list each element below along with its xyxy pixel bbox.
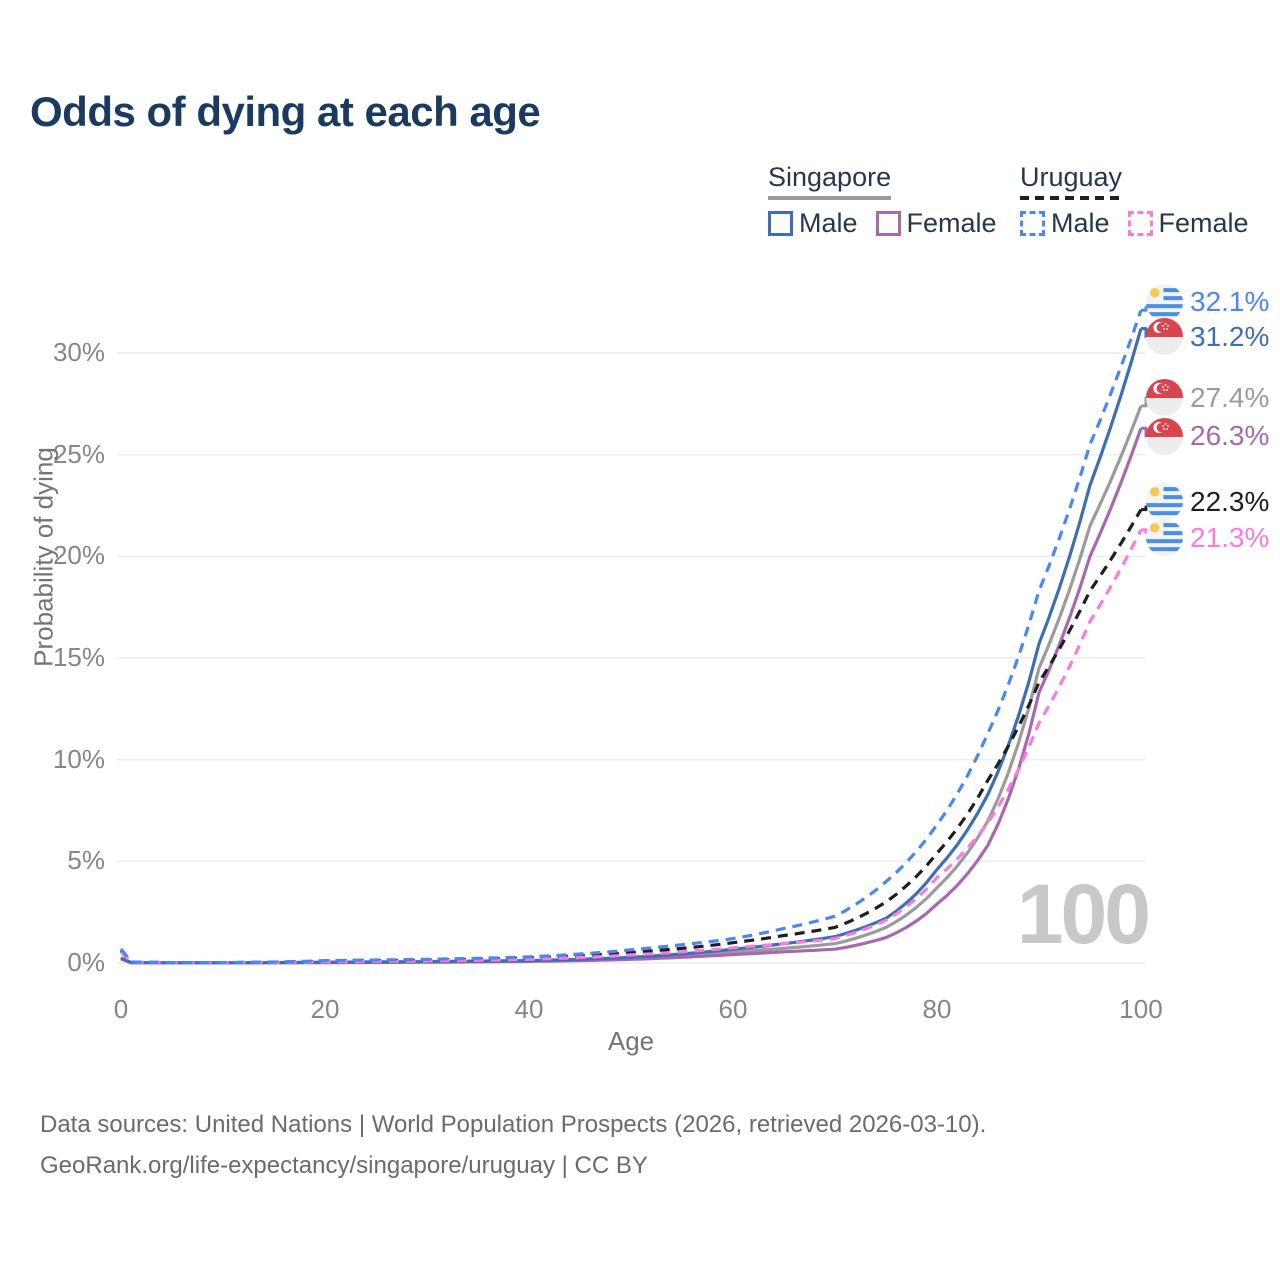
legend-country-line-swatch <box>1020 196 1122 200</box>
age-watermark: 100 <box>1016 867 1151 961</box>
end-label-row: 31.2% <box>1146 318 1270 356</box>
end-label-value: 32.1% <box>1190 286 1270 318</box>
legend-item-label: Male <box>799 208 858 238</box>
series-line-uruguay-male <box>119 309 1143 965</box>
x-tick-label: 80 <box>922 994 952 1024</box>
legend-items: Male Female <box>1020 208 1249 239</box>
footer: Data sources: United Nations | World Pop… <box>40 1104 986 1186</box>
y-tick-label: 15% <box>52 642 105 672</box>
y-tick-label: 0% <box>67 947 105 977</box>
end-label-row: 21.3% <box>1146 519 1270 557</box>
x-tick-label: 60 <box>718 994 748 1024</box>
x-tick-label: 20 <box>310 994 340 1024</box>
series-line-singapore-male <box>120 328 1143 965</box>
end-label-value: 26.3% <box>1190 420 1270 452</box>
footer-data-sources: Data sources: United Nations | World Pop… <box>40 1111 987 1138</box>
y-tick-label: 20% <box>52 540 105 571</box>
series-line-singapore-total <box>120 405 1143 965</box>
page-title: Odds of dying at each age <box>30 88 541 135</box>
uruguay-flag-icon <box>1146 283 1183 321</box>
end-label-row: 32.1% <box>1146 283 1270 321</box>
legend-group-singapore: Singapore Male Female <box>768 162 997 239</box>
legend-country-line-swatch <box>768 196 891 200</box>
uruguay-flag-icon <box>1146 519 1183 557</box>
y-tick-label: 10% <box>52 743 105 774</box>
legend-item-label: Male <box>1051 208 1110 238</box>
end-label-value: 27.4% <box>1190 381 1270 413</box>
series-line-uruguay-total <box>119 508 1143 965</box>
legend-swatch <box>768 211 793 236</box>
legend-items: Male Female <box>768 208 997 239</box>
legend-swatch <box>1020 211 1045 236</box>
end-label-value: 22.3% <box>1190 485 1270 517</box>
legend-item-singapore-male[interactable]: Male <box>768 208 858 239</box>
end-label-row: 26.3% <box>1146 417 1270 455</box>
legend-swatch <box>1127 211 1153 236</box>
singapore-flag-icon <box>1146 379 1183 417</box>
legend-swatch <box>875 211 901 236</box>
end-label-value: 31.2% <box>1190 320 1270 352</box>
legend-item-uruguay-female[interactable]: Female <box>1127 208 1249 239</box>
end-label-row: 22.3% <box>1146 483 1270 521</box>
end-label-row: 27.4% <box>1146 379 1270 417</box>
legend-item-label: Female <box>1158 208 1249 238</box>
x-axis-title: Age <box>607 1026 655 1056</box>
x-tick-label: 100 <box>1119 994 1163 1024</box>
series-line-singapore-female <box>120 427 1143 965</box>
uruguay-flag-icon <box>1146 483 1183 521</box>
legend-country-label: Uruguay <box>1020 162 1123 192</box>
y-tick-label: 5% <box>67 845 105 876</box>
singapore-flag-icon <box>1146 417 1183 455</box>
x-tick-label: 40 <box>514 994 544 1024</box>
legend-country-label: Singapore <box>768 162 892 192</box>
y-tick-label: 30% <box>52 337 105 367</box>
legend-item-uruguay-male[interactable]: Male <box>1020 208 1110 239</box>
x-tick-label: 0 <box>113 994 129 1024</box>
footer-attribution: GeoRank.org/life-expectancy/singapore/ur… <box>40 1152 648 1179</box>
series-line-uruguay-female <box>119 529 1143 965</box>
y-tick-label: 25% <box>52 438 105 469</box>
legend-group-uruguay: Uruguay Male Female <box>1020 162 1249 239</box>
end-label-value: 21.3% <box>1190 521 1270 553</box>
legend-item-label: Female <box>906 208 997 238</box>
legend-item-singapore-female[interactable]: Female <box>875 208 997 239</box>
singapore-flag-icon <box>1146 318 1183 356</box>
